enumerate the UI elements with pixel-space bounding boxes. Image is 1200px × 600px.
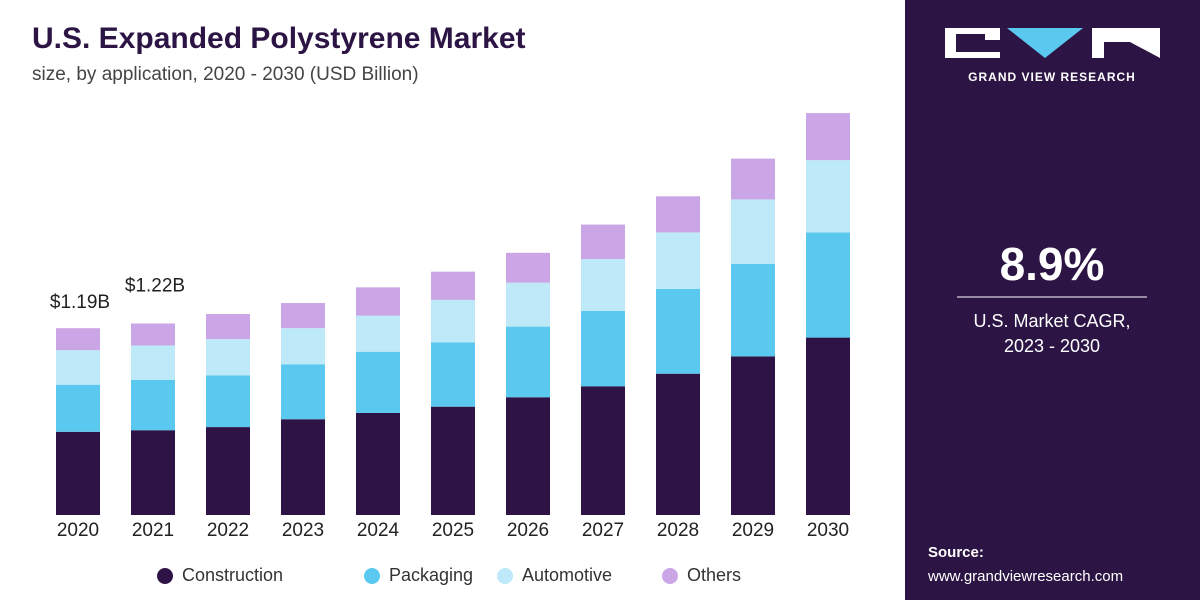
legend-marker <box>662 568 678 584</box>
x-tick-label: 2028 <box>657 520 699 541</box>
cagr-value: 8.9% <box>1000 238 1105 290</box>
bar-segment <box>431 271 475 300</box>
chart-subtitle: size, by application, 2020 - 2030 (USD B… <box>32 64 419 85</box>
x-tick-label: 2020 <box>57 520 99 541</box>
x-tick-label: 2021 <box>132 520 174 541</box>
bar-segment <box>656 373 700 515</box>
bar-segment <box>731 199 775 264</box>
bar-segment <box>731 158 775 200</box>
bar-segment <box>431 406 475 515</box>
bar-segment <box>131 430 175 515</box>
chart-title: U.S. Expanded Polystyrene Market <box>32 22 526 55</box>
bar-segment <box>206 375 250 428</box>
bar-segment <box>656 232 700 289</box>
value-label: $1.22B <box>125 275 185 296</box>
x-tick-label: 2025 <box>432 520 474 541</box>
legend-marker <box>157 568 173 584</box>
logo-r <box>1092 28 1160 58</box>
brand: GRAND VIEW RESEARCH <box>968 70 1136 84</box>
legend-marker <box>364 568 380 584</box>
bar-segment <box>56 350 100 385</box>
bar-segment <box>581 259 625 311</box>
bar-segment <box>581 224 625 260</box>
bar-segment <box>281 419 325 515</box>
bar-segment <box>656 196 700 233</box>
logo-v <box>1007 28 1083 58</box>
x-tick-label: 2030 <box>807 520 849 541</box>
source-title: Source: <box>928 544 984 561</box>
bar-segment <box>731 356 775 515</box>
bar-segment <box>581 386 625 515</box>
bar-segment <box>731 263 775 357</box>
bar-segment <box>356 351 400 413</box>
bar-segment <box>281 364 325 420</box>
x-tick-label: 2022 <box>207 520 249 541</box>
bar-segment <box>56 328 100 351</box>
bar-segment <box>131 379 175 431</box>
legend-label: Automotive <box>522 565 612 585</box>
bar-segment <box>131 323 175 346</box>
bar-segment <box>56 431 100 515</box>
bar-segment <box>206 427 250 515</box>
legend-label: Construction <box>182 565 283 585</box>
x-tick-label: 2026 <box>507 520 549 541</box>
bar-segment <box>206 314 250 340</box>
x-tick-label: 2027 <box>582 520 624 541</box>
bar-segment <box>431 299 475 343</box>
bar-segment <box>356 315 400 352</box>
bar-segment <box>206 339 250 376</box>
bar-segment <box>356 287 400 316</box>
bar-segment <box>806 113 850 161</box>
side-panel <box>905 0 1200 600</box>
source-url: www.grandviewresearch.com <box>927 568 1123 585</box>
bar-segment <box>356 412 400 515</box>
legend-label: Packaging <box>389 565 473 585</box>
bar-segment <box>506 397 550 515</box>
bar-segment <box>506 326 550 398</box>
bar-segment <box>131 345 175 380</box>
logo-g <box>945 28 1000 58</box>
x-tick-label: 2024 <box>357 520 400 541</box>
x-tick-label: 2023 <box>282 520 324 541</box>
cagr-label: 2023 - 2030 <box>1004 336 1100 356</box>
bar-segment <box>806 232 850 338</box>
legend-marker <box>497 568 513 584</box>
bar-segment <box>56 384 100 432</box>
cagr-label: U.S. Market CAGR, <box>973 311 1130 331</box>
bar-segment <box>656 288 700 374</box>
x-tick-label: 2029 <box>732 520 774 541</box>
bar-segment <box>506 252 550 283</box>
legend-label: Others <box>687 565 741 585</box>
bar-segment <box>806 160 850 233</box>
bar-segment <box>506 282 550 327</box>
logo <box>945 28 1160 58</box>
bar-segment <box>806 337 850 515</box>
value-label: $1.19B <box>50 292 110 313</box>
bar-segment <box>581 310 625 387</box>
bar-segment <box>431 342 475 407</box>
bar-segment <box>281 328 325 365</box>
bar-segment <box>281 303 325 329</box>
